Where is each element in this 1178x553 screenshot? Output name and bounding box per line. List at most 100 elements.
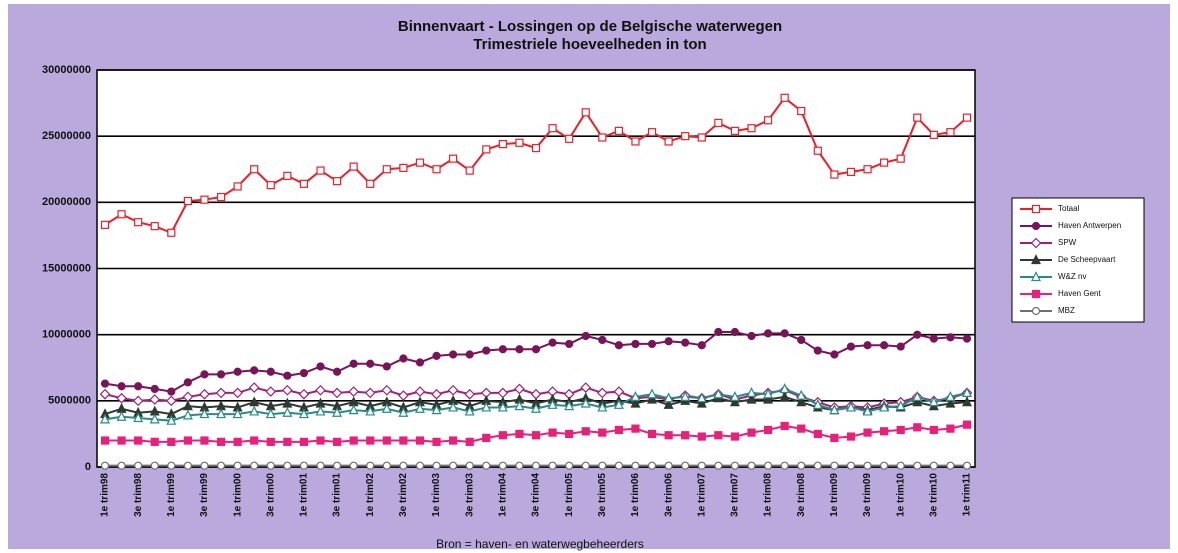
data-point <box>780 421 789 431</box>
data-point <box>199 388 210 400</box>
data-point <box>117 210 126 219</box>
y-tick-label: 20000000 <box>42 196 91 208</box>
x-tick-label: 3e trim09 <box>862 473 873 517</box>
data-point <box>929 130 938 139</box>
data-point <box>598 133 607 142</box>
data-point <box>349 162 358 171</box>
data-point <box>630 391 641 401</box>
data-point <box>165 395 177 407</box>
data-point <box>415 158 425 167</box>
x-tick-label: 3e trim03 <box>464 473 475 517</box>
data-point <box>580 382 592 393</box>
data-point <box>233 367 242 376</box>
data-point <box>150 222 159 231</box>
data-point <box>697 432 706 441</box>
data-point <box>863 341 872 350</box>
data-point <box>399 461 408 470</box>
legend-label: MBZ <box>1058 306 1075 315</box>
data-point <box>250 165 259 174</box>
data-point <box>399 354 408 363</box>
data-point <box>697 461 706 470</box>
data-point <box>763 329 773 338</box>
data-point <box>316 362 325 371</box>
data-point <box>315 384 326 396</box>
data-point <box>714 327 723 337</box>
data-point <box>895 400 906 411</box>
data-point <box>515 429 524 439</box>
data-point <box>912 396 923 407</box>
data-point <box>448 401 459 412</box>
data-point <box>498 431 507 440</box>
data-point <box>248 382 260 393</box>
data-point <box>928 396 939 407</box>
data-point <box>349 436 358 445</box>
legend-label: De Scheepvaart <box>1058 255 1116 264</box>
data-point <box>382 461 391 470</box>
data-point <box>696 392 707 403</box>
data-point <box>597 401 608 412</box>
x-tick-label: 3e trim05 <box>597 473 608 517</box>
data-point <box>449 436 458 445</box>
data-point <box>896 425 905 435</box>
data-point <box>664 431 673 440</box>
data-point <box>797 461 806 470</box>
data-point <box>431 404 442 415</box>
data-point <box>200 195 209 204</box>
data-point <box>134 382 143 391</box>
data-point <box>813 461 822 470</box>
data-point <box>763 393 774 404</box>
data-point <box>299 368 309 378</box>
data-point <box>946 461 955 470</box>
data-point <box>232 408 243 419</box>
data-point <box>366 461 375 470</box>
legend-label: Haven Antwerpen <box>1058 221 1121 230</box>
data-point <box>117 436 126 445</box>
data-point <box>681 338 690 347</box>
y-tick-label: 30000000 <box>42 64 91 76</box>
data-point <box>250 461 259 470</box>
data-point <box>797 106 806 116</box>
data-point <box>299 461 309 470</box>
x-tick-label: 1e trim00 <box>232 473 243 517</box>
data-point <box>200 461 209 470</box>
data-point <box>863 461 872 470</box>
data-point <box>515 345 524 354</box>
legend-label: W&Z nv <box>1058 272 1086 281</box>
data-point <box>580 397 591 408</box>
data-point <box>282 406 293 417</box>
data-point <box>266 461 275 470</box>
data-point <box>880 427 889 436</box>
data-point <box>779 391 790 401</box>
legend-marker <box>1030 237 1042 249</box>
data-point <box>729 391 740 401</box>
x-tick-label: 3e trim10 <box>928 473 939 517</box>
data-point <box>315 405 326 416</box>
data-point <box>880 461 889 470</box>
data-point <box>730 432 740 441</box>
data-point <box>150 461 159 470</box>
data-point <box>598 428 607 437</box>
data-point <box>366 436 375 445</box>
data-point <box>166 414 177 425</box>
x-tick-label: 1e trim02 <box>365 473 376 517</box>
data-point <box>631 461 640 470</box>
data-point <box>183 378 192 387</box>
data-point <box>398 390 409 401</box>
data-point <box>332 461 342 470</box>
data-point <box>100 461 110 470</box>
legend-marker <box>1031 204 1041 214</box>
data-point <box>414 402 425 413</box>
data-point <box>879 401 890 412</box>
data-point <box>779 383 790 394</box>
data-point <box>565 134 574 143</box>
data-point <box>896 342 905 351</box>
data-point <box>100 379 110 388</box>
data-point <box>482 145 491 154</box>
data-point <box>863 165 872 174</box>
data-point <box>432 165 441 174</box>
data-point <box>596 387 608 399</box>
data-point <box>216 408 227 419</box>
data-point <box>780 461 789 470</box>
data-point <box>763 425 773 435</box>
data-point <box>381 402 392 413</box>
